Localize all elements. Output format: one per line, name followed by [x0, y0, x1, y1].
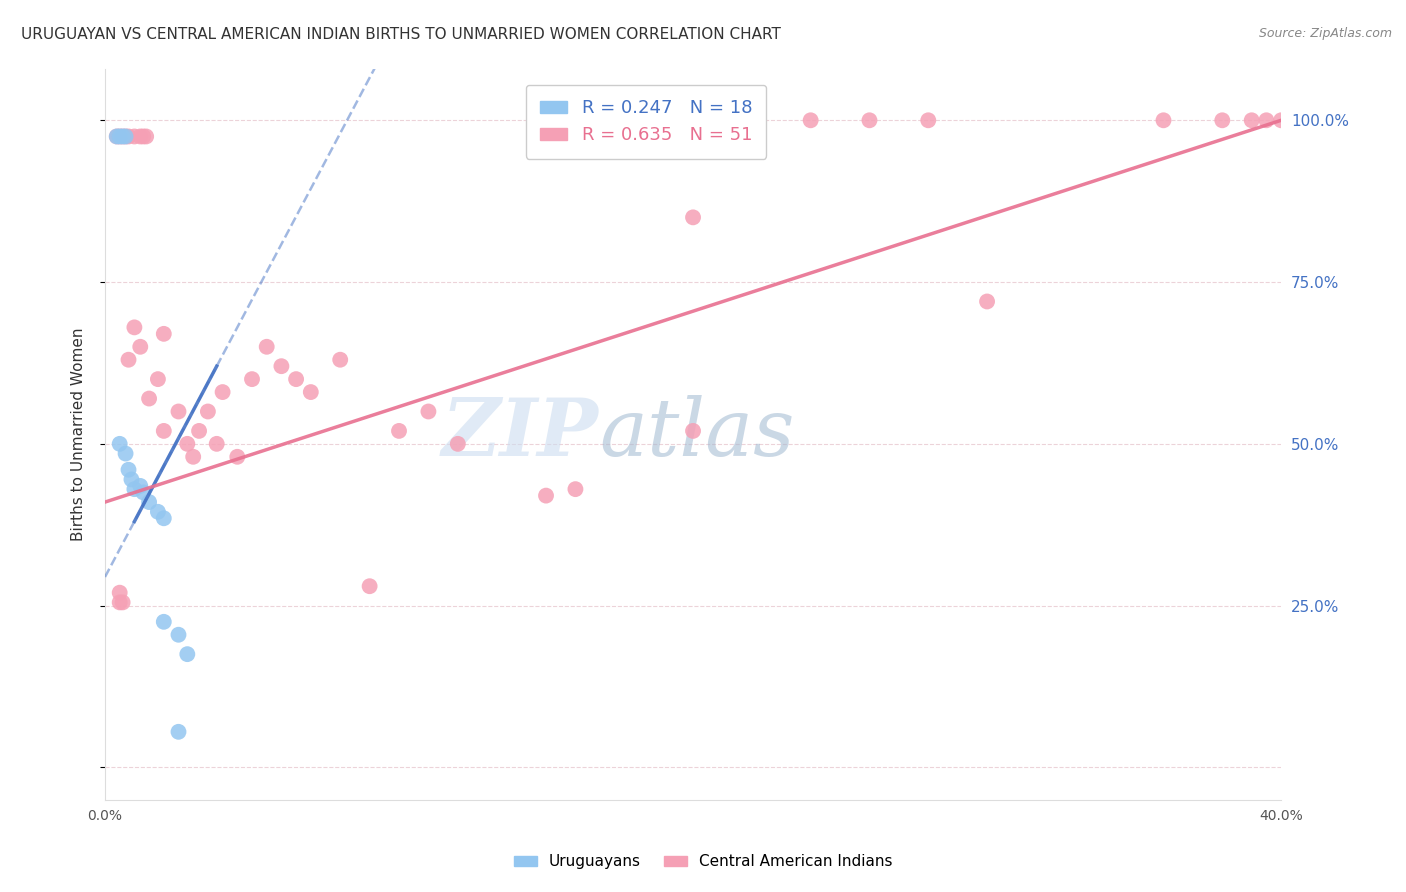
- Point: [167, 404, 190, 418]
- Text: Source: ZipAtlas.com: Source: ZipAtlas.com: [1258, 27, 1392, 40]
- Point: [800, 113, 823, 128]
- Point: [917, 113, 939, 128]
- Point: [108, 585, 131, 599]
- Point: [858, 113, 880, 128]
- Point: [176, 437, 198, 451]
- Text: ZIP: ZIP: [441, 395, 599, 473]
- Point: [359, 579, 381, 593]
- Point: [129, 479, 152, 493]
- Point: [976, 294, 998, 309]
- Point: [167, 724, 190, 739]
- Point: [111, 129, 134, 144]
- Point: [146, 372, 169, 386]
- Point: [138, 495, 160, 509]
- Point: [124, 129, 146, 144]
- Point: [117, 352, 139, 367]
- Point: [135, 129, 157, 144]
- Point: [124, 320, 146, 334]
- Point: [1256, 113, 1278, 128]
- Point: [176, 647, 198, 661]
- Point: [197, 404, 219, 418]
- Point: [682, 211, 704, 225]
- Point: [111, 129, 134, 144]
- Point: [105, 129, 128, 144]
- Point: [167, 628, 190, 642]
- Legend: Uruguayans, Central American Indians: Uruguayans, Central American Indians: [508, 848, 898, 875]
- Point: [1211, 113, 1233, 128]
- Point: [132, 129, 155, 144]
- Point: [108, 595, 131, 609]
- Point: [534, 489, 557, 503]
- Point: [564, 482, 586, 496]
- Point: [114, 129, 136, 144]
- Point: [226, 450, 249, 464]
- Point: [117, 463, 139, 477]
- Point: [138, 392, 160, 406]
- Point: [240, 372, 263, 386]
- Point: [447, 437, 470, 451]
- Text: atlas: atlas: [599, 395, 794, 473]
- Point: [108, 129, 131, 144]
- Y-axis label: Births to Unmarried Women: Births to Unmarried Women: [72, 327, 86, 541]
- Point: [114, 129, 136, 144]
- Point: [111, 595, 134, 609]
- Point: [1240, 113, 1263, 128]
- Point: [682, 424, 704, 438]
- Point: [129, 129, 152, 144]
- Point: [1315, 113, 1337, 128]
- Point: [152, 424, 174, 438]
- Point: [152, 511, 174, 525]
- Point: [329, 352, 352, 367]
- Point: [256, 340, 278, 354]
- Point: [285, 372, 308, 386]
- Point: [270, 359, 292, 374]
- Point: [181, 450, 204, 464]
- Point: [108, 129, 131, 144]
- Point: [108, 437, 131, 451]
- Legend: R = 0.247   N = 18, R = 0.635   N = 51: R = 0.247 N = 18, R = 0.635 N = 51: [526, 85, 766, 159]
- Point: [1270, 113, 1292, 128]
- Point: [129, 340, 152, 354]
- Point: [188, 424, 211, 438]
- Point: [120, 472, 142, 486]
- Point: [105, 129, 128, 144]
- Point: [1153, 113, 1175, 128]
- Point: [117, 129, 139, 144]
- Point: [152, 326, 174, 341]
- Point: [114, 446, 136, 460]
- Point: [388, 424, 411, 438]
- Point: [146, 505, 169, 519]
- Point: [205, 437, 228, 451]
- Point: [124, 482, 146, 496]
- Point: [132, 485, 155, 500]
- Text: URUGUAYAN VS CENTRAL AMERICAN INDIAN BIRTHS TO UNMARRIED WOMEN CORRELATION CHART: URUGUAYAN VS CENTRAL AMERICAN INDIAN BIR…: [21, 27, 780, 42]
- Point: [152, 615, 174, 629]
- Point: [299, 385, 322, 400]
- Point: [418, 404, 440, 418]
- Point: [211, 385, 233, 400]
